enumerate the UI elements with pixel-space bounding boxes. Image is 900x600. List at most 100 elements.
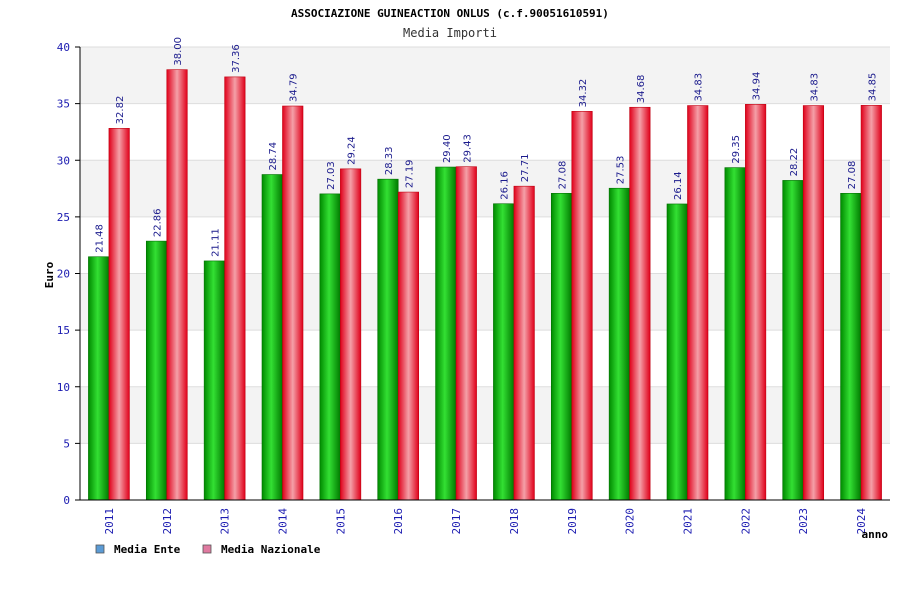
x-tick-label: 2020 bbox=[624, 508, 637, 535]
x-tick-label: 2015 bbox=[334, 508, 347, 535]
bar-value-label: 34.83 bbox=[694, 73, 705, 102]
legend-label-media-ente: Media Ente bbox=[114, 543, 181, 556]
bar-media-nazionale bbox=[108, 128, 130, 501]
bar-value-label: 27.71 bbox=[520, 154, 531, 183]
bar-media-nazionale bbox=[860, 105, 882, 501]
bar-value-label: 27.03 bbox=[326, 161, 337, 190]
x-tick-label: 2014 bbox=[277, 508, 290, 535]
legend: Media Ente Media Nazionale bbox=[95, 543, 321, 556]
bar-value-label: 34.85 bbox=[867, 73, 878, 102]
x-tick-label: 2019 bbox=[566, 508, 579, 535]
bar-value-label: 28.74 bbox=[268, 142, 279, 171]
bar-value-label: 34.83 bbox=[809, 73, 820, 102]
bar-media-ente bbox=[319, 193, 341, 501]
bars bbox=[88, 69, 882, 501]
bar-value-label: 34.94 bbox=[752, 72, 763, 101]
bar-media-nazionale bbox=[224, 76, 246, 501]
bar-value-label: 27.19 bbox=[404, 159, 415, 188]
bar-media-ente bbox=[782, 180, 804, 501]
x-tick-label: 2022 bbox=[739, 508, 752, 535]
bar-media-ente bbox=[145, 240, 168, 501]
bar-media-ente bbox=[550, 193, 573, 501]
bar-media-nazionale bbox=[282, 105, 304, 501]
y-tick-label: 40 bbox=[57, 41, 70, 54]
plot-band bbox=[80, 216, 890, 274]
legend-swatch-media-nazionale bbox=[202, 544, 212, 554]
bar-media-nazionale bbox=[802, 105, 825, 501]
x-axis-label: anno bbox=[862, 528, 889, 541]
plot-band bbox=[80, 47, 890, 104]
bar-media-ente bbox=[608, 187, 630, 501]
y-tick-label: 30 bbox=[57, 154, 70, 167]
bar-media-nazionale bbox=[166, 69, 188, 501]
bar-value-label: 28.22 bbox=[789, 148, 800, 177]
bar-media-nazionale bbox=[571, 111, 593, 501]
chart-subtitle: Media Importi bbox=[403, 26, 497, 40]
bar-media-ente bbox=[666, 203, 688, 501]
plot-band bbox=[80, 273, 890, 331]
plot-band bbox=[80, 386, 890, 444]
bar-value-label: 37.36 bbox=[231, 44, 242, 73]
bar-media-nazionale bbox=[340, 168, 362, 501]
y-tick-label: 20 bbox=[57, 268, 70, 281]
x-tick-label: 2017 bbox=[450, 508, 463, 535]
bar-media-ente bbox=[493, 203, 515, 501]
bar-value-label: 28.33 bbox=[384, 147, 395, 176]
bar-media-nazionale bbox=[629, 106, 651, 501]
x-tick-label: 2021 bbox=[682, 508, 695, 535]
y-tick-label: 25 bbox=[57, 211, 70, 224]
bar-value-label: 26.14 bbox=[673, 171, 684, 200]
bar-value-label: 29.40 bbox=[442, 134, 453, 163]
bar-media-nazionale bbox=[397, 191, 420, 501]
bar-value-labels: 21.48 32.82 22.86 38.00 21.11 37.36 28.74 34.79… bbox=[95, 37, 879, 257]
bar-media-ente bbox=[724, 167, 746, 501]
bar-media-nazionale bbox=[513, 185, 535, 501]
bar-media-ente bbox=[377, 178, 399, 501]
bar-value-label: 27.08 bbox=[558, 161, 569, 190]
bar-media-ente bbox=[203, 260, 225, 501]
y-axis: 0 5 10 15 20 25 30 35 40 bbox=[57, 41, 81, 507]
y-tick-label: 15 bbox=[57, 324, 70, 337]
bar-value-label: 22.86 bbox=[153, 208, 164, 237]
bar-value-label: 38.00 bbox=[173, 37, 184, 66]
plot-band bbox=[80, 160, 890, 217]
x-tick-label: 2016 bbox=[392, 508, 405, 535]
y-tick-label: 5 bbox=[63, 437, 70, 450]
bar-media-nazionale bbox=[455, 166, 477, 501]
bar-value-label: 29.35 bbox=[731, 135, 742, 164]
bar-media-nazionale bbox=[745, 104, 767, 501]
bar-media-ente bbox=[261, 174, 283, 501]
bar-media-nazionale bbox=[687, 105, 709, 501]
bar-media-ente bbox=[840, 193, 862, 501]
y-tick-label: 10 bbox=[57, 381, 70, 394]
bar-value-label: 34.79 bbox=[289, 73, 300, 102]
bar-value-label: 27.53 bbox=[615, 156, 626, 185]
bar-media-ente bbox=[435, 166, 457, 501]
bar-value-label: 34.68 bbox=[636, 75, 647, 104]
x-tick-label: 2013 bbox=[219, 508, 232, 535]
y-axis-label: Euro bbox=[43, 261, 56, 288]
bar-media-ente bbox=[88, 256, 110, 501]
legend-label-media-nazionale: Media Nazionale bbox=[221, 543, 321, 556]
bar-value-label: 34.32 bbox=[578, 79, 589, 108]
x-tick-label: 2012 bbox=[161, 508, 174, 535]
x-tick-label: 2023 bbox=[797, 508, 810, 535]
bar-value-label: 27.08 bbox=[847, 161, 858, 190]
bar-value-label: 29.43 bbox=[462, 134, 473, 163]
y-tick-label: 35 bbox=[57, 98, 70, 111]
bar-value-label: 32.82 bbox=[115, 96, 126, 125]
x-tick-label: 2024 bbox=[855, 508, 868, 535]
plot-band bbox=[80, 443, 890, 500]
legend-swatch-media-ente bbox=[95, 544, 105, 554]
y-tick-label: 0 bbox=[63, 494, 70, 507]
chart-title: ASSOCIAZIONE GUINEACTION ONLUS (c.f.9005… bbox=[291, 7, 609, 20]
bar-value-label: 26.16 bbox=[500, 171, 511, 200]
bar-value-label: 21.11 bbox=[210, 228, 221, 257]
x-tick-label: 2011 bbox=[103, 508, 116, 535]
plot-band bbox=[80, 330, 890, 387]
x-tick-label: 2018 bbox=[508, 508, 521, 535]
plot-band bbox=[80, 103, 890, 161]
x-axis: 2011 2012 2013 2014 2015 2016 2017 2018 2019 2020… bbox=[80, 499, 890, 535]
